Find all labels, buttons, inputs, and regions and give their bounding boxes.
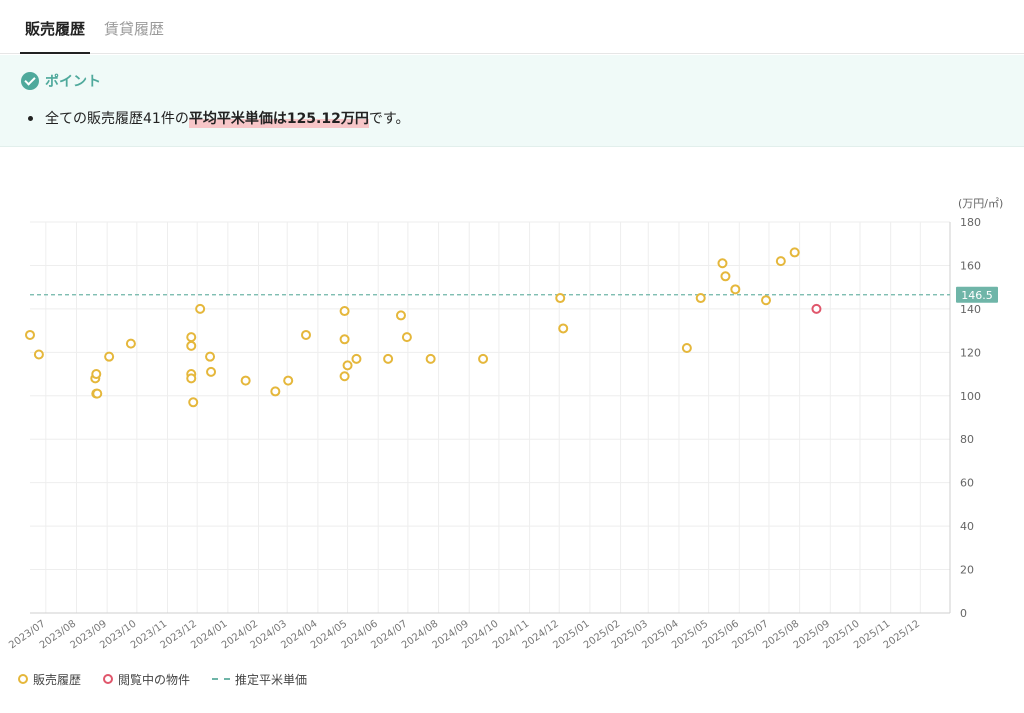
summary-highlight: 平均平米単価は125.12万円 xyxy=(188,108,369,128)
sales-point xyxy=(395,310,406,321)
sales-point xyxy=(195,303,206,314)
sales-point xyxy=(351,353,362,364)
summary-suffix: です。 xyxy=(368,111,410,127)
y-tick-label: 160 xyxy=(960,259,981,272)
sales-point xyxy=(91,369,102,380)
y-tick-label: 140 xyxy=(960,303,981,316)
sales-point xyxy=(270,386,281,397)
point-header: ポイント xyxy=(21,71,101,91)
sales-point xyxy=(186,373,197,384)
sales-point xyxy=(301,329,311,340)
y-tick-label: 100 xyxy=(960,390,981,403)
y-tick-label: 20 xyxy=(960,564,974,577)
sales-point xyxy=(555,293,566,304)
point-panel: ポイント 全ての販売履歴41件の 平均平米単価は125.12万円 です。 xyxy=(0,55,1024,147)
y-tick-label: 80 xyxy=(960,433,974,446)
sales-point xyxy=(425,353,436,364)
tab-rental-history[interactable]: 賃貸履歴 xyxy=(104,20,165,38)
y-tick-label: 180 xyxy=(960,216,981,229)
y-tick-label: 120 xyxy=(960,346,981,359)
point-summary: 全ての販売履歴41件の 平均平米単価は125.12万円 です。 xyxy=(28,108,409,128)
sales-point xyxy=(558,323,569,334)
point-title: ポイント xyxy=(45,74,101,90)
legend-estimate-label: 推定平米単価 xyxy=(235,672,308,687)
sales-point xyxy=(401,332,412,343)
sales-point xyxy=(125,338,136,349)
sales-point xyxy=(33,349,44,360)
sales-point xyxy=(104,351,115,362)
tab-sales-history[interactable]: 販売履歴 xyxy=(20,18,90,54)
sales-point xyxy=(206,366,217,377)
sales-point xyxy=(283,375,294,386)
legend-viewing: 閲覧中の物件 xyxy=(103,671,190,688)
y-tick-label: 60 xyxy=(960,477,974,490)
legend-viewing-label: 閲覧中の物件 xyxy=(118,672,191,687)
legend-sales-label: 販売履歴 xyxy=(33,672,82,687)
sales-point xyxy=(478,353,489,364)
chart-legend: 販売履歴 閲覧中の物件 推定平米単価 xyxy=(18,670,329,688)
legend-viewing-marker xyxy=(103,674,114,684)
sales-point xyxy=(205,351,216,362)
sales-point xyxy=(339,306,350,317)
sales-point xyxy=(339,334,350,345)
sales-point xyxy=(730,284,741,295)
check-circle-icon xyxy=(21,72,39,90)
sales-point xyxy=(25,329,35,340)
price-scatter-chart: 0204060801001201401601802023/072023/0820… xyxy=(7,197,1003,651)
tab-bar: 販売履歴 賃貸履歴 xyxy=(0,0,1024,54)
estimate-value-label: 146.5 xyxy=(961,289,993,302)
legend-sales: 販売履歴 xyxy=(18,671,81,688)
sales-point xyxy=(720,271,731,282)
sales-point xyxy=(681,342,692,353)
sales-point xyxy=(789,247,800,258)
viewing-point xyxy=(811,303,822,314)
sales-point xyxy=(775,256,786,267)
legend-sales-marker xyxy=(18,674,28,684)
sales-point xyxy=(186,332,197,343)
sales-point xyxy=(92,388,103,399)
sales-point xyxy=(717,258,728,269)
sales-point xyxy=(383,353,394,364)
sales-point xyxy=(339,371,350,382)
sales-point xyxy=(761,295,771,306)
sales-point xyxy=(186,340,197,351)
legend-estimate: 推定平米単価 xyxy=(212,671,307,688)
legend-estimate-marker xyxy=(212,678,231,680)
sales-point xyxy=(240,375,251,386)
y-tick-label: 40 xyxy=(960,520,974,533)
sales-point xyxy=(342,360,353,371)
sales-point xyxy=(188,397,199,408)
bullet-icon xyxy=(28,115,33,121)
sales-point xyxy=(695,293,706,304)
y-unit-label: (万円/㎡) xyxy=(958,197,1003,210)
estimate-badge xyxy=(956,286,998,303)
y-tick-label: 0 xyxy=(960,607,967,620)
summary-prefix: 全ての販売履歴41件の xyxy=(45,111,189,127)
